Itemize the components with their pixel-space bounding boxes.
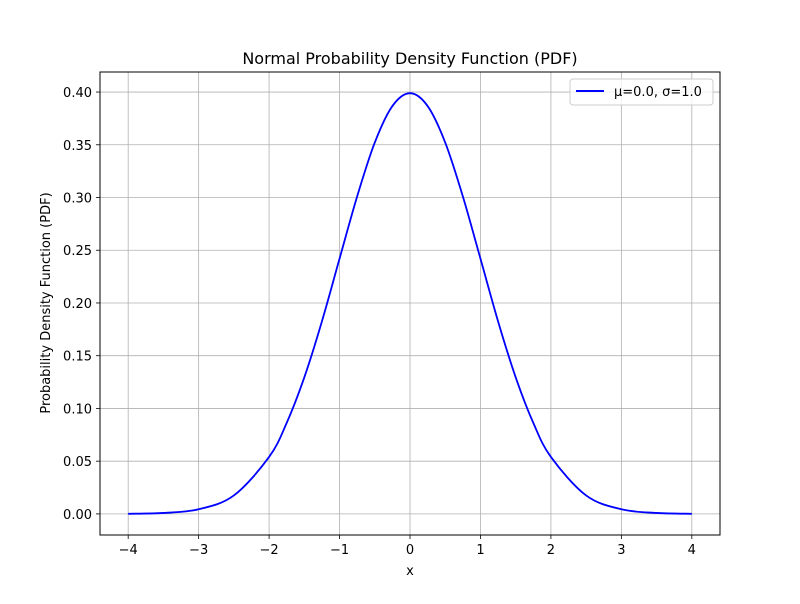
y-tick-label: 0.00 — [63, 508, 92, 523]
x-tick-label: 1 — [476, 543, 484, 558]
series-line — [128, 92, 692, 515]
legend: μ=0.0, σ=1.0 — [569, 78, 714, 106]
x-tick-label: −1 — [330, 543, 349, 558]
y-axis-label: Probability Density Function (PDF) — [39, 192, 54, 413]
x-tick-label: 2 — [547, 543, 555, 558]
x-axis-ticks: −4 −3 −2 −1 0 1 2 3 4 — [119, 535, 696, 558]
y-tick-label: 0.35 — [63, 139, 92, 154]
y-tick-label: 0.30 — [63, 192, 92, 207]
y-tick-label: 0.40 — [63, 86, 92, 101]
x-tick-label: 4 — [688, 543, 696, 558]
y-tick-label: 0.20 — [63, 297, 92, 312]
chart-title: Normal Probability Density Function (PDF… — [242, 49, 577, 68]
x-tick-label: 0 — [406, 543, 414, 558]
legend-label: μ=0.0, σ=1.0 — [614, 85, 702, 100]
legend-box — [569, 78, 714, 106]
x-tick-label: −3 — [189, 543, 208, 558]
x-axis-label: x — [406, 564, 414, 579]
x-tick-label: −2 — [260, 543, 279, 558]
y-tick-label: 0.15 — [63, 350, 92, 365]
y-axis-ticks: 0.00 0.05 0.10 0.15 0.20 0.25 0.30 0.35 0.40 — [63, 86, 100, 523]
x-tick-label: −4 — [119, 543, 138, 558]
x-tick-label: 3 — [617, 543, 625, 558]
grid-lines — [100, 72, 720, 535]
y-tick-label: 0.25 — [63, 244, 92, 259]
series-layer — [128, 92, 692, 515]
y-tick-label: 0.05 — [63, 455, 92, 470]
y-tick-label: 0.10 — [63, 402, 92, 417]
